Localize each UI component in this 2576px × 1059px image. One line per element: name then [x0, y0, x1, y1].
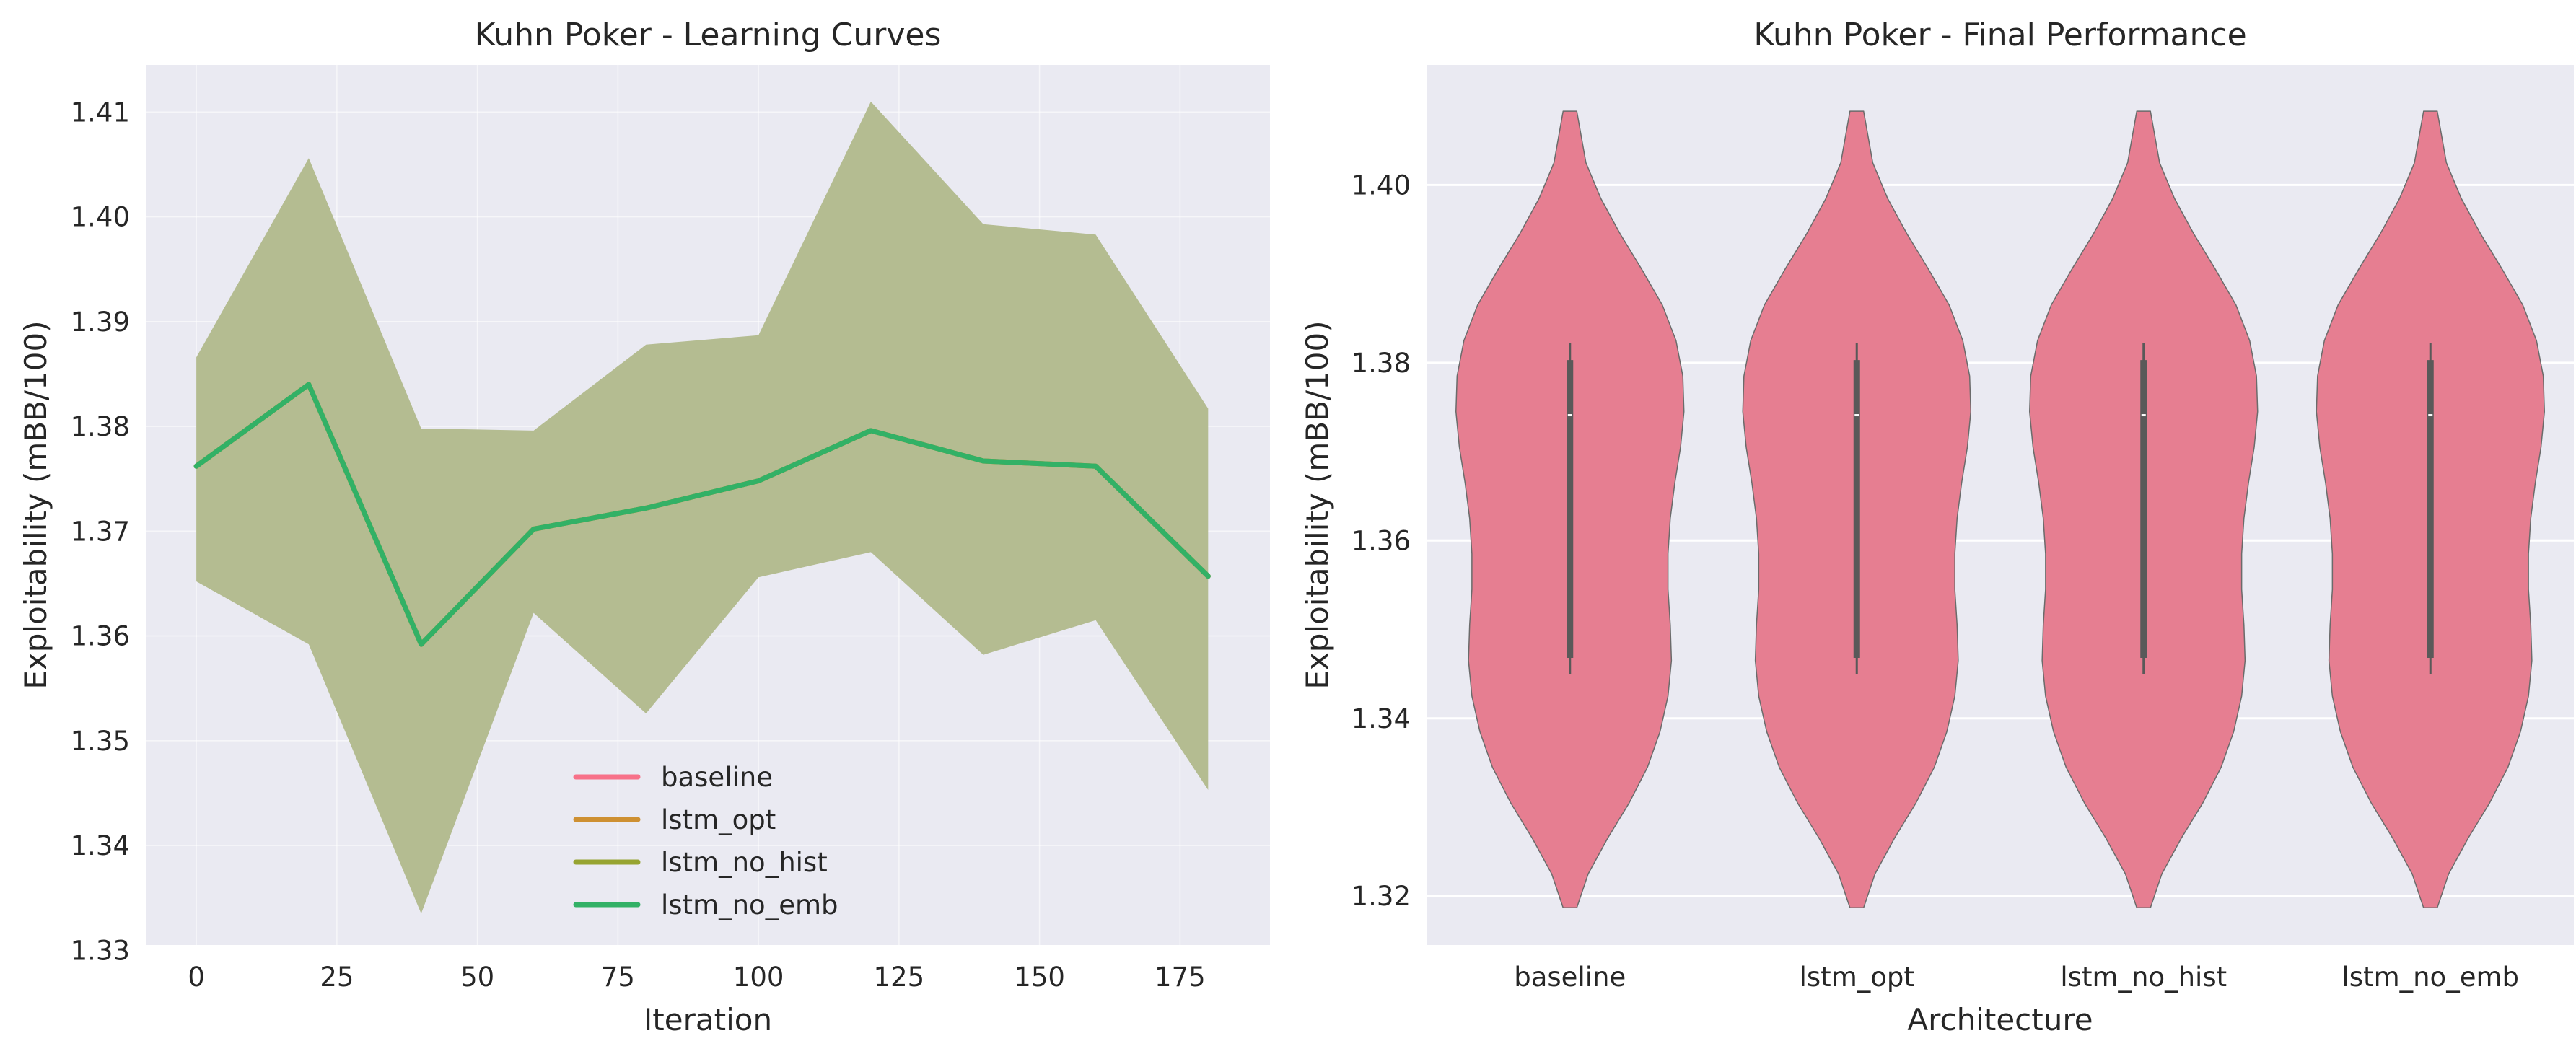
x-tick-label: 125: [874, 962, 925, 993]
y-tick-label: 1.38: [71, 411, 130, 442]
y-tick-label: 1.36: [1351, 525, 1411, 556]
final-performance-y-ticks: 1.32 1.34 1.36 1.38 1.40: [1351, 170, 1411, 912]
confidence-band-lstm_no_emb: [196, 101, 1209, 914]
final-performance-x-ticks: baseline lstm_opt lstm_no_hist lstm_no_emb: [1514, 962, 2519, 993]
learning-curves-y-ticks: 1.33 1.34 1.35 1.36 1.37 1.38 1.39 1.40 1.41: [71, 97, 130, 966]
learning-curves-title: Kuhn Poker - Learning Curves: [475, 17, 942, 53]
learning-curves-panel: 0 25 50 75 100 125 150 175 1.33 1.34 1.35 1.36 1.37…: [18, 17, 1270, 1037]
final-performance-violins: [1455, 110, 2545, 908]
legend-label-lstm_no_hist: lstm_no_hist: [661, 847, 828, 878]
y-tick-label: 1.38: [1351, 348, 1411, 379]
y-tick-label: 1.40: [71, 202, 130, 233]
series-line-lstm_no_emb: [193, 382, 1211, 647]
final-performance-panel: baseline lstm_opt lstm_no_hist lstm_no_emb …: [1300, 17, 2574, 1037]
x-tick-label: 25: [320, 962, 354, 993]
learning-curves-bands: [196, 101, 1209, 914]
final-performance-x-label: Architecture: [1907, 1002, 2093, 1037]
learning-curves-x-label: Iteration: [644, 1002, 772, 1037]
x-tick-label: 150: [1014, 962, 1065, 993]
x-tick-label: lstm_no_emb: [2342, 962, 2520, 993]
x-tick-label: 50: [460, 962, 494, 993]
y-tick-label: 1.36: [71, 621, 130, 652]
y-tick-label: 1.35: [71, 726, 130, 757]
y-tick-label: 1.40: [1351, 170, 1411, 201]
y-tick-label: 1.34: [71, 830, 130, 861]
y-tick-label: 1.33: [71, 935, 130, 966]
x-tick-label: 175: [1155, 962, 1206, 993]
learning-curves-legend: baseline lstm_opt lstm_no_hist lstm_no_emb: [573, 762, 838, 920]
legend-label-baseline: baseline: [661, 762, 773, 793]
legend-label-lstm_opt: lstm_opt: [661, 804, 776, 835]
x-tick-label: lstm_no_hist: [2060, 962, 2227, 993]
y-tick-label: 1.32: [1351, 881, 1411, 912]
y-tick-label: 1.41: [71, 97, 130, 128]
final-performance-y-label: Exploitability (mBB/100): [1300, 320, 1335, 689]
x-tick-label: 0: [188, 962, 205, 993]
x-tick-label: baseline: [1514, 962, 1626, 993]
legend-label-lstm_no_emb: lstm_no_emb: [661, 889, 838, 920]
x-tick-label: lstm_opt: [1800, 962, 1914, 993]
y-tick-label: 1.37: [71, 516, 130, 547]
learning-curves-lines: [193, 382, 1211, 647]
x-tick-label: 75: [601, 962, 635, 993]
learning-curves-y-label: Exploitability (mBB/100): [18, 320, 53, 689]
y-tick-label: 1.34: [1351, 703, 1411, 734]
x-tick-label: 100: [733, 962, 784, 993]
learning-curves-x-ticks: 0 25 50 75 100 125 150 175: [188, 962, 1205, 993]
y-tick-label: 1.39: [71, 307, 130, 338]
final-performance-title: Kuhn Poker - Final Performance: [1753, 17, 2246, 53]
